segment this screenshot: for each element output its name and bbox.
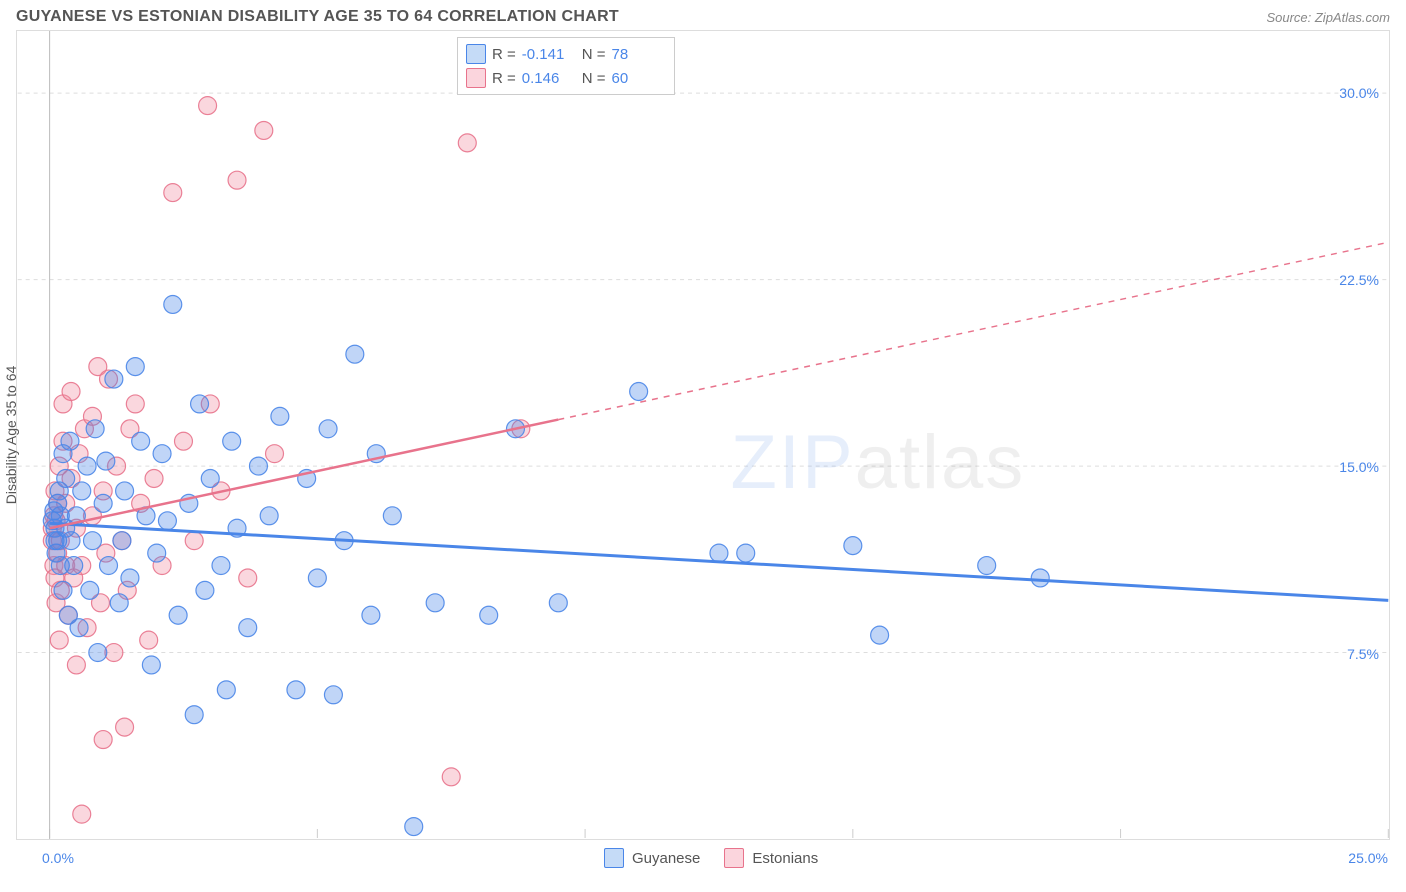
n-value-guyanese: 78 [612, 46, 666, 63]
chart-title: GUYANESE VS ESTONIAN DISABILITY AGE 35 T… [16, 8, 619, 26]
swatch-estonians [466, 68, 486, 88]
swatch-guyanese [604, 848, 624, 868]
x-axis-max: 25.0% [1348, 850, 1388, 866]
scatter-plot-svg [17, 31, 1389, 839]
source-attribution: Source: ZipAtlas.com [1266, 10, 1390, 25]
y-tick-label: 22.5% [1339, 272, 1379, 288]
n-label: N = [582, 70, 606, 87]
legend-row-guyanese: R = -0.141 N = 78 [466, 42, 666, 66]
correlation-legend: R = -0.141 N = 78 R = 0.146 N = 60 [457, 37, 675, 95]
y-tick-label: 15.0% [1339, 459, 1379, 475]
r-value-estonians: 0.146 [522, 70, 576, 87]
chart-header: GUYANESE VS ESTONIAN DISABILITY AGE 35 T… [0, 0, 1406, 30]
legend-item-guyanese: Guyanese [604, 848, 700, 868]
legend-label-guyanese: Guyanese [632, 850, 700, 867]
swatch-estonians [724, 848, 744, 868]
legend-item-estonians: Estonians [724, 848, 818, 868]
y-tick-label: 30.0% [1339, 85, 1379, 101]
chart-area: Disability Age 35 to 64 ZIPatlas R = -0.… [16, 30, 1390, 840]
r-label: R = [492, 46, 516, 63]
series-legend: Guyanese Estonians [604, 848, 818, 868]
x-axis-min: 0.0% [42, 850, 74, 866]
r-value-guyanese: -0.141 [522, 46, 576, 63]
n-label: N = [582, 46, 606, 63]
r-label: R = [492, 70, 516, 87]
legend-row-estonians: R = 0.146 N = 60 [466, 66, 666, 90]
y-tick-label: 7.5% [1347, 646, 1379, 662]
x-axis-bar: 0.0% Guyanese Estonians 25.0% [0, 848, 1406, 868]
legend-label-estonians: Estonians [752, 850, 818, 867]
n-value-estonians: 60 [612, 70, 666, 87]
swatch-guyanese [466, 44, 486, 64]
